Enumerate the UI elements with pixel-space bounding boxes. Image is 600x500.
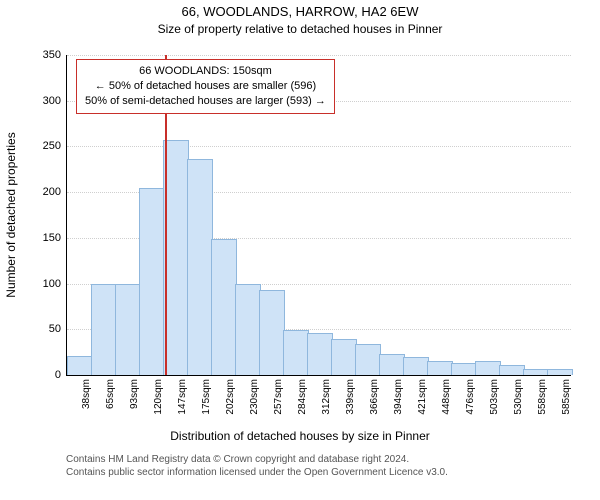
x-tick-label: 202sqm [225,379,236,415]
footer-line-1: Contains HM Land Registry data © Crown c… [66,453,448,466]
x-tick-label: 366sqm [369,379,380,415]
x-tick-label: 38sqm [81,379,92,409]
y-tick-label: 250 [43,140,61,152]
y-tick-label: 300 [43,95,61,107]
histogram-bar [139,188,165,376]
gridline [67,146,571,147]
histogram-bar [115,284,141,375]
histogram-bar [283,330,309,375]
histogram-bar [499,365,525,375]
x-tick-label: 147sqm [177,379,188,415]
histogram-bar [379,354,405,375]
histogram-bar [235,284,261,375]
x-tick-label: 585sqm [561,379,572,415]
y-tick-label: 50 [49,323,61,335]
x-tick-label: 284sqm [297,379,308,415]
annotation-box: 66 WOODLANDS: 150sqm ← 50% of detached h… [76,59,335,114]
x-tick-label: 65sqm [105,379,116,409]
x-tick-label: 120sqm [153,379,164,415]
x-tick-label: 339sqm [345,379,356,415]
histogram-bar [211,239,237,375]
annotation-line-1: 66 WOODLANDS: 150sqm [85,64,326,79]
x-tick-label: 175sqm [201,379,212,415]
chart-title: 66, WOODLANDS, HARROW, HA2 6EW [0,4,600,19]
histogram-bar [403,357,429,375]
histogram-bar [547,369,573,375]
histogram-bar [523,369,549,375]
x-tick-label: 530sqm [513,379,524,415]
y-tick-label: 150 [43,232,61,244]
footer-line-2: Contains public sector information licen… [66,466,448,479]
gridline [67,55,571,56]
x-tick-label: 93sqm [129,379,140,409]
histogram-bar [331,339,357,375]
x-tick-label: 448sqm [441,379,452,415]
chart-container: 66, WOODLANDS, HARROW, HA2 6EW Size of p… [0,0,600,500]
x-tick-label: 257sqm [273,379,284,415]
footer-text: Contains HM Land Registry data © Crown c… [66,453,448,479]
histogram-bar [67,356,93,375]
y-tick-label: 0 [55,369,61,381]
x-tick-label: 312sqm [321,379,332,415]
histogram-bar [259,290,285,375]
x-axis-label: Distribution of detached houses by size … [0,429,600,443]
histogram-bar [91,284,117,375]
histogram-bar [451,363,477,375]
histogram-bar [475,361,501,375]
x-tick-label: 230sqm [249,379,260,415]
x-tick-label: 421sqm [417,379,428,415]
x-tick-label: 503sqm [489,379,500,415]
histogram-bar [187,159,213,375]
x-tick-label: 476sqm [465,379,476,415]
y-axis-label: Number of detached properties [4,132,18,297]
annotation-line-3: 50% of semi-detached houses are larger (… [85,94,326,109]
chart-subtitle: Size of property relative to detached ho… [0,22,600,36]
y-tick-label: 200 [43,186,61,198]
histogram-bar [427,361,453,375]
annotation-line-2: ← 50% of detached houses are smaller (59… [85,79,326,94]
y-tick-label: 100 [43,278,61,290]
x-tick-label: 394sqm [393,379,404,415]
x-tick-label: 558sqm [537,379,548,415]
y-tick-label: 350 [43,49,61,61]
histogram-bar [355,344,381,375]
histogram-bar [307,333,333,375]
